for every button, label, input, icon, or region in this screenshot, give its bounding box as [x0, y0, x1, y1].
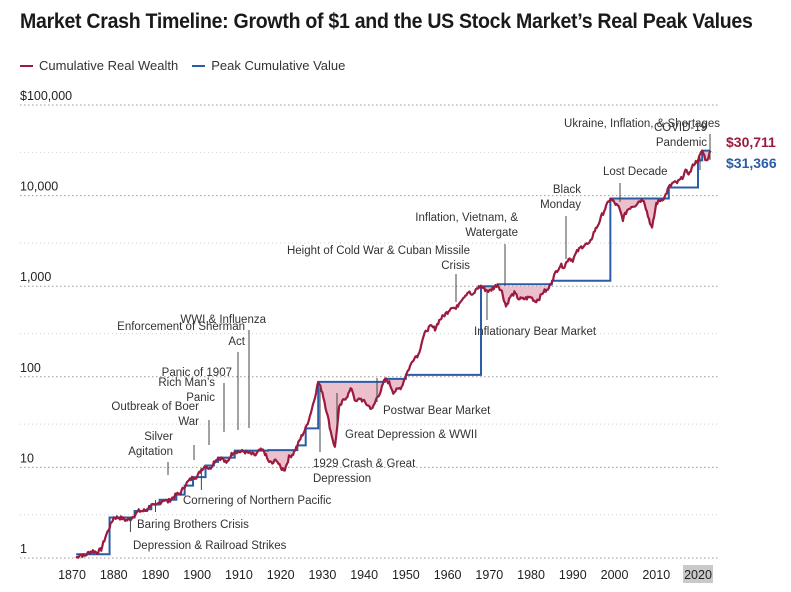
y-tick-label: 10	[20, 451, 34, 465]
annotation-label-covid-19: COVID-19	[654, 122, 707, 134]
x-tick-label: 1890	[142, 568, 170, 582]
x-tick-label: 2020	[684, 568, 712, 582]
annotation-label-crash-1929: 1929 Crash & Great	[313, 458, 416, 470]
x-tick-label: 1970	[475, 568, 503, 582]
legend-swatch-wealth	[20, 64, 33, 67]
drawdown-area	[480, 286, 552, 307]
drawdown-area	[247, 450, 298, 470]
legend-item-wealth: Cumulative Real Wealth	[20, 58, 178, 73]
annotation-label-black-monday: Black	[553, 184, 581, 196]
end-value-peak: $31,366	[726, 155, 777, 171]
x-tick-label: 1960	[434, 568, 462, 582]
x-tick-label: 1940	[350, 568, 378, 582]
drawdown-area	[614, 198, 669, 229]
wealth-line	[75, 149, 712, 559]
annotation-label-outbreak-boer-war: Outbreak of Boer	[111, 401, 199, 413]
chart-title: Market Crash Timeline: Growth of $1 and …	[20, 10, 753, 33]
legend-swatch-peak	[192, 64, 206, 67]
annotation-label-cold-war-cuban-missile: Crisis	[441, 260, 470, 272]
annotation-label-rich-mans-panic: Rich Man’s	[158, 377, 215, 389]
legend-item-peak: Peak Cumulative Value	[192, 58, 345, 73]
annotation-label-crash-1929: Depression	[313, 473, 371, 485]
annotation-label-covid-19: Pandemic	[656, 137, 707, 149]
end-value-wealth: $30,711	[726, 134, 776, 150]
annotation-label-lost-decade: Lost Decade	[603, 166, 668, 178]
annotation-label-inflation-vietnam-watergate: Watergate	[465, 227, 518, 239]
x-tick-label: 1910	[225, 568, 253, 582]
x-tick-label: 1980	[517, 568, 545, 582]
annotation-label-rich-mans-panic: Panic	[186, 392, 215, 404]
drawdown-area	[318, 381, 385, 448]
annotation-label-ukraine-inflation-shortages: Ukraine, Inflation, & Shortages	[564, 118, 720, 130]
annotation-label-great-depression-wwii: Great Depression & WWII	[345, 429, 477, 441]
x-tick-highlight	[683, 565, 713, 583]
annotation-label-postwar-bear: Postwar Bear Market	[383, 405, 491, 417]
x-tick-label: 1950	[392, 568, 420, 582]
annotation-label-inflationary-bear: Inflationary Bear Market	[474, 326, 597, 338]
y-tick-label: 100	[20, 361, 41, 375]
annotation-label-cold-war-cuban-missile: Height of Cold War & Cuban Missile	[287, 245, 470, 257]
y-tick-label: 1,000	[20, 270, 51, 284]
annotation-label-enforcement-sherman-act: Enforcement of Sherman	[117, 321, 245, 333]
annotation-label-panic-1907: Panic of 1907	[162, 367, 232, 379]
x-tick-label: 1990	[559, 568, 587, 582]
annotation-label-cornering-northern-pacific: Cornering of Northern Pacific	[183, 495, 332, 507]
annotation-label-outbreak-boer-war: War	[178, 416, 199, 428]
legend-label-peak: Peak Cumulative Value	[211, 58, 346, 73]
x-tick-label: 1920	[267, 568, 295, 582]
annotation-label-black-monday: Monday	[540, 199, 581, 211]
annotation-label-enforcement-sherman-act: Act	[228, 336, 245, 348]
annotation-label-silver-agitation: Silver	[144, 431, 173, 443]
y-tick-label: $100,000	[20, 89, 72, 103]
y-tick-label: 10,000	[20, 180, 58, 194]
annotation-label-depression-railroad: Depression & Railroad Strikes	[133, 540, 287, 552]
legend: Cumulative Real Wealth Peak Cumulative V…	[20, 58, 345, 73]
annotation-label-baring-brothers: Baring Brothers Crisis	[137, 519, 249, 531]
x-tick-label: 1930	[308, 568, 336, 582]
annotation-label-silver-agitation: Agitation	[128, 446, 173, 458]
x-tick-label: 1900	[183, 568, 211, 582]
x-tick-label: 1880	[100, 568, 128, 582]
drawdown-area	[389, 378, 406, 392]
y-tick-label: 1	[20, 542, 27, 556]
annotation-label-wwi-influenza: WWI & Influenza	[180, 314, 266, 326]
peak-value-line	[76, 149, 711, 556]
x-tick-label: 2010	[642, 568, 670, 582]
legend-label-wealth: Cumulative Real Wealth	[39, 58, 179, 73]
x-tick-label: 2000	[601, 568, 629, 582]
x-tick-label: 1870	[58, 568, 86, 582]
annotation-label-inflation-vietnam-watergate: Inflation, Vietnam, &	[415, 212, 518, 224]
